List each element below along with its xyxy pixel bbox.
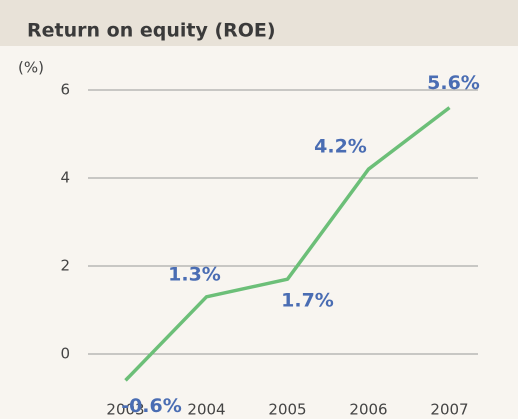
x-tick-label: 2005 (268, 401, 306, 419)
data-label: 1.3% (168, 263, 221, 285)
data-label: 5.6% (427, 72, 480, 94)
y-axis-label: (%) (18, 59, 44, 77)
data-label: 1.7% (281, 290, 334, 312)
header-band (0, 0, 518, 46)
x-tick-label: 2006 (349, 401, 387, 419)
data-label: -0.6% (121, 395, 182, 417)
chart-title: Return on equity (ROE) (27, 20, 276, 42)
y-tick-label: 0 (60, 345, 70, 363)
y-tick-label: 4 (60, 169, 70, 187)
line (124, 106, 451, 382)
x-tick-label: 2007 (430, 401, 468, 419)
data-label: 4.2% (314, 136, 367, 158)
x-tick-label: 2004 (187, 401, 225, 419)
x-tick-label: 2003 (106, 401, 144, 419)
y-tick-label: 6 (60, 81, 70, 99)
y-tick-label: 2 (60, 257, 70, 275)
